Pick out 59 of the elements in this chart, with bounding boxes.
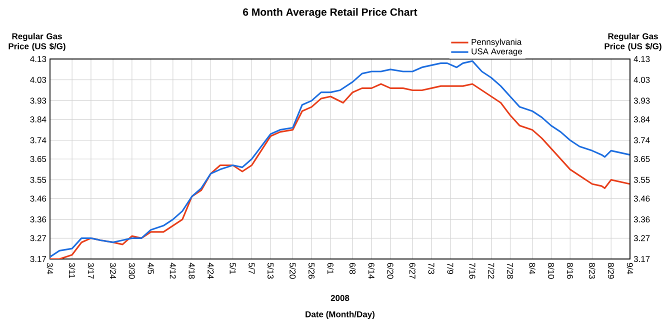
x-tick-label: 3/11 [68,262,76,278]
y-tick-label: 3.55 [30,176,46,183]
x-axis-title: Date (Month/Day) [306,311,375,319]
y-tick-label: 3.17 [30,256,46,262]
x-tick-label: 6/20 [387,262,394,279]
x-tick-label: 3/17 [88,262,94,279]
x-tick-label: 6/1 [327,262,334,274]
y-tick-label: 3.74 [30,137,46,144]
x-tick-label: 7/22 [488,262,494,279]
x-tick-label: 5/13 [268,262,274,279]
y-tick-label: 3.93 [30,98,46,104]
x-tick-label: 7/28 [507,262,514,279]
x-tick-label: 4/12 [170,262,176,279]
y2-tick-label: 4.13 [634,56,650,62]
x-tick-label: 3/4 [46,262,54,274]
x-tick-label: 9/4 [626,262,634,274]
x-tick-label: 4/24 [208,262,214,279]
legend-label: Pennsylvania [472,38,522,47]
text: 2008 [330,295,350,302]
y2-axis-title: Regular Gas Price (US $/G) [604,33,662,51]
y-tick-label: 3.65 [30,156,46,162]
x-tick-label: 5/7 [248,262,255,274]
x-tick-label: 4/18 [188,262,195,279]
x-tick-label: 7/9 [447,262,454,274]
x-tick-label: 5/1 [230,262,236,274]
x-tick-label: 7/16 [469,262,476,279]
y2-tick-label: 3.84 [634,116,650,122]
y2-tick-label: 3.74 [634,137,650,144]
x-tick-label: 5/20 [290,262,296,279]
x-tick-label: 3/24 [110,262,116,279]
x-tick-label: 7/3 [428,262,435,274]
x-tick-label: 8/23 [589,262,596,279]
x-tick-label: 6/27 [409,262,416,279]
x-tick-label: 6/14 [368,262,375,279]
x-tick-label: 8/4 [529,262,536,274]
x-tick-label: 3/30 [128,262,136,279]
y-tick-label: 3.46 [30,196,46,202]
y2-tick-label: 3.36 [634,216,650,222]
y-tick-label: 3.36 [30,216,46,222]
y2-tick-label: 3.27 [634,235,650,242]
y2-tick-label: 3.65 [634,156,650,162]
x-tick-label: 8/29 [608,262,614,279]
x-tick-label: 8/16 [566,262,574,279]
y2-tick-label: 3.55 [634,176,650,183]
y-axis-title: Regular Gas Price (US $/G) [8,33,66,51]
y2-tick-label: 3.46 [634,196,650,202]
legend-label: USA Average [472,48,522,56]
x-tick-label: 8/10 [548,262,554,279]
x-tick-label: 4/5 [148,262,154,274]
x-tick-label: 6/8 [349,262,356,274]
y-tick-label: 3.27 [30,235,46,242]
y2-tick-label: 3.17 [634,256,650,262]
chart-title: 6 Month Average Retail Price Chart [243,8,418,18]
y-tick-label: 4.03 [30,76,46,83]
y-tick-label: 3.84 [30,116,46,122]
y2-tick-label: 4.03 [634,76,650,83]
x-tick-label: 5/26 [308,262,315,279]
y2-tick-label: 3.93 [634,98,650,104]
y-tick-label: 4.13 [30,56,46,62]
